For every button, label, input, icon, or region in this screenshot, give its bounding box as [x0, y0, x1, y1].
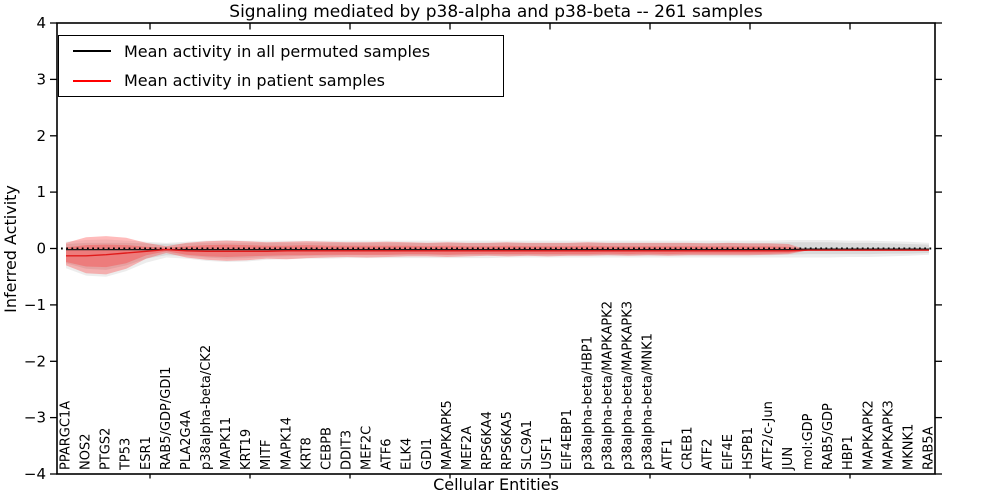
entity-label: CEBPB	[319, 427, 334, 470]
y-tick-label: 4	[36, 14, 46, 32]
y-tick-label: −4	[24, 465, 46, 483]
entity-label: HBP1	[841, 435, 856, 470]
entity-label: PPARGC1A	[59, 401, 74, 470]
entity-label: ESR1	[139, 436, 154, 470]
y-tick-label: 3	[36, 70, 46, 88]
entity-label: MAPKAPK5	[440, 400, 455, 470]
entity-label: p38alpha-beta/MAPKAPK2	[600, 301, 615, 470]
entity-label: KRT19	[239, 429, 254, 470]
entity-label: MAPKAPK3	[881, 400, 896, 470]
entity-label: p38alpha-beta/CK2	[199, 345, 214, 470]
entity-label: p38alpha-beta/MAPKAPK3	[621, 301, 636, 470]
entity-label: PTGS2	[99, 428, 114, 470]
legend-box: Mean activity in all permuted samples Me…	[58, 35, 504, 97]
chart-title: Signaling mediated by p38-alpha and p38-…	[229, 2, 763, 22]
x-axis-title: Cellular Entities	[433, 475, 559, 494]
entity-label: ATF2	[701, 438, 716, 470]
entity-label: PLA2G4A	[179, 410, 194, 470]
y-tick-label: −2	[24, 352, 46, 370]
entity-label: RPS6KA4	[480, 411, 495, 470]
axis-frame	[56, 22, 936, 475]
y-tick-label: 2	[36, 127, 46, 145]
entity-label: p38alpha-beta/MNK1	[641, 333, 656, 470]
entity-label: RPS6KA5	[500, 411, 515, 470]
patient-line-swatch	[73, 79, 111, 82]
entity-label: HSPB1	[741, 427, 756, 470]
entity-label: GDI1	[420, 438, 435, 470]
entity-label: MAPK14	[279, 417, 294, 470]
entity-label: ELK4	[400, 438, 415, 470]
entity-label: MKNK1	[901, 424, 916, 470]
y-tick-label: 0	[36, 240, 46, 258]
y-tick-label: 1	[36, 183, 46, 201]
y-tick-label: −1	[24, 296, 46, 314]
entity-label: ATF1	[661, 438, 676, 470]
entity-label: JUN	[781, 447, 796, 471]
entity-label: mol:GDP	[801, 413, 816, 470]
permuted-line-swatch	[73, 50, 111, 53]
entity-label: MEF2A	[460, 426, 475, 470]
entity-label: MITF	[259, 440, 274, 470]
entity-label: DDIT3	[340, 430, 355, 470]
y-tick-label: −3	[24, 409, 46, 427]
entity-label: p38alpha-beta/HBP1	[580, 336, 595, 470]
entity-label: SLC9A1	[520, 420, 535, 470]
patient-mean-line	[66, 248, 929, 257]
entity-label: CREB1	[681, 426, 696, 470]
entity-label: USF1	[540, 436, 555, 470]
entity-label: MAPK11	[219, 417, 234, 470]
legend-entry-patient: Mean activity in patient samples	[59, 67, 503, 95]
entity-label: ATF6	[380, 438, 395, 470]
entity-label: ATF2/c-Jun	[761, 401, 776, 470]
entity-label: RAB5/GDP/GDI1	[159, 367, 174, 470]
entity-label: KRT8	[299, 437, 314, 470]
entity-label: MEF2C	[360, 426, 375, 470]
legend-entry-permuted: Mean activity in all permuted samples	[59, 37, 503, 65]
legend-label-permuted: Mean activity in all permuted samples	[124, 41, 431, 61]
entity-label: RAB5/GDP	[821, 403, 836, 470]
patient-std-outer-band	[66, 236, 809, 275]
permuted-mean-line	[66, 248, 929, 251]
entity-label: NOS2	[79, 434, 94, 470]
entity-label: TP53	[119, 438, 134, 471]
entity-label: MAPKAPK2	[861, 400, 876, 470]
y-axis-title: Inferred Activity	[1, 185, 20, 313]
legend-label-patient: Mean activity in patient samples	[124, 71, 385, 91]
entity-label: EIF4E	[721, 434, 736, 470]
entity-label: RAB5A	[922, 426, 937, 470]
entity-label: EIF4EBP1	[560, 409, 575, 470]
